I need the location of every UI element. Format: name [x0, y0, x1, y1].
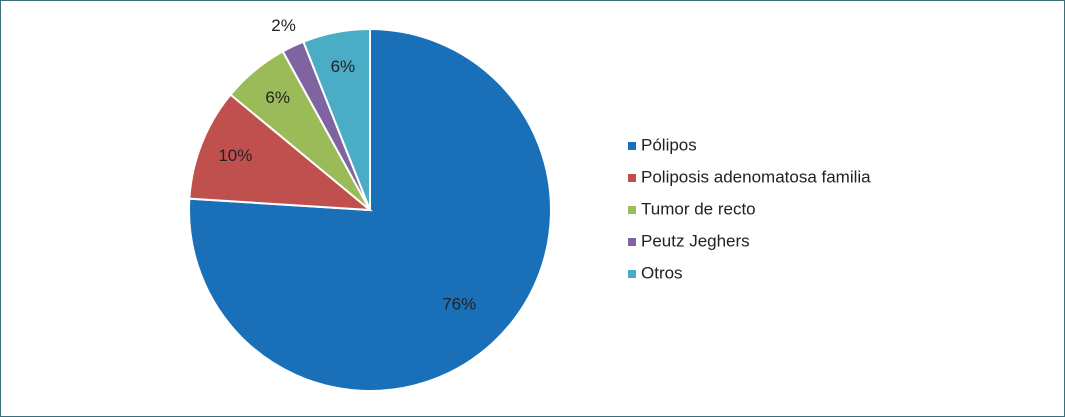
pie-slice — [188, 27, 552, 392]
legend-marker — [628, 142, 636, 150]
pie-slice — [188, 93, 374, 212]
legend-label: Peutz Jeghers — [641, 231, 750, 250]
legend-marker — [628, 270, 636, 278]
legend-label: Otros — [641, 263, 683, 282]
pie-slice — [302, 27, 371, 211]
data-label: 6% — [331, 57, 356, 76]
legend-marker — [628, 206, 636, 214]
data-label: 10% — [218, 146, 252, 165]
legend-label: Tumor de recto — [641, 199, 756, 218]
data-label: 76% — [442, 294, 476, 313]
legend-marker — [628, 174, 636, 182]
legend-label: Poliposis adenomatosa familia — [641, 167, 871, 186]
data-label: 2% — [271, 16, 296, 35]
data-label: 6% — [265, 88, 290, 107]
legend-marker — [628, 238, 636, 246]
legend-label: Pólipos — [641, 135, 697, 154]
